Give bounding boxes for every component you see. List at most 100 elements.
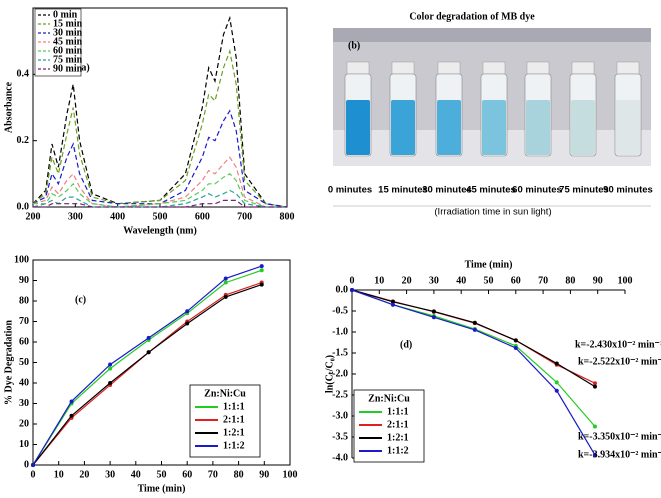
x-axis-title: Wavelength (nm) — [123, 225, 197, 236]
x-tick-label: 80 — [565, 275, 575, 286]
series-line — [351, 289, 596, 388]
x-tick-label: 90 — [259, 469, 269, 480]
x-tick-label: 80 — [234, 469, 244, 480]
data-point — [350, 288, 354, 292]
x-tick-label: 0 — [31, 469, 36, 480]
y-tick-label: 10 — [19, 439, 29, 450]
series-line — [32, 189, 287, 208]
photo-caption: 30 minutes — [422, 185, 472, 196]
legend-label: 1:1:1 — [223, 401, 245, 412]
legend-label: 1:2:1 — [223, 427, 245, 438]
data-point — [223, 294, 228, 299]
series-line — [32, 15, 288, 208]
vial-liquid — [571, 100, 595, 155]
x-tick-label: 400 — [110, 211, 125, 222]
y-tick-label: 0.2 — [17, 135, 30, 146]
vial-liquid — [437, 100, 461, 155]
y-tick-label: -1.0 — [332, 326, 348, 337]
x-tick-label: 40 — [131, 469, 141, 480]
x-axis-title: Time (min) — [138, 483, 186, 494]
x-tick-label: 10 — [374, 275, 384, 286]
y-tick-label: 0.0 — [336, 284, 349, 295]
data-point — [472, 327, 477, 332]
data-point — [108, 366, 113, 371]
data-point — [554, 361, 559, 366]
vial-cap — [571, 61, 595, 75]
data-point — [472, 320, 477, 325]
y-tick-label: 20 — [19, 418, 29, 429]
y-tick-label: 60 — [19, 336, 29, 347]
y-tick-label: 0.0 — [17, 201, 30, 212]
data-point — [185, 309, 190, 314]
x-tick-label: 50 — [157, 469, 167, 480]
data-point — [69, 413, 74, 418]
data-point — [108, 381, 113, 385]
photo-footer: (Irradiation time in sun light) — [434, 207, 551, 218]
y-tick-label: -4.0 — [332, 452, 348, 463]
vial-cap — [526, 61, 550, 75]
y-tick-label: 0 — [24, 459, 29, 470]
y-tick-label: -2.0 — [332, 368, 348, 379]
legend-label: 90 min — [53, 63, 83, 74]
vial-liquid — [616, 100, 640, 155]
data-point — [431, 315, 436, 320]
x-tick-label: 60 — [182, 469, 192, 480]
legend-label: 0 min — [53, 9, 78, 20]
vial-liquid — [526, 100, 550, 155]
x-tick-label: 500 — [153, 211, 168, 222]
annotation: k=-2.430x10⁻² min⁻¹ — [575, 339, 661, 350]
annotation: k=-3.934x10⁻² min⁻¹ — [578, 449, 661, 460]
photo-caption: 45 minutes — [466, 185, 516, 196]
legend-label: 1:1:1 — [387, 406, 409, 417]
y-tick-label: 0.4 — [17, 69, 30, 80]
photo-label: (b) — [348, 40, 360, 51]
series-line — [351, 289, 596, 384]
y-tick-label: -3.0 — [332, 410, 348, 421]
x-tick-label: 30 — [105, 469, 115, 480]
y-axis-title: ln(Cₜ/C₀) — [324, 355, 335, 393]
data-point — [554, 380, 559, 385]
legend-label: 1:1:2 — [387, 445, 409, 456]
photo-caption: 15 minutes — [378, 185, 428, 196]
legend-title: Zn:Ni:Cu — [368, 393, 410, 404]
photo-caption: 90 minutes — [603, 185, 653, 196]
x-tick-label: 100 — [283, 469, 298, 480]
legend-label: 1:1:2 — [223, 440, 245, 451]
data-point — [431, 309, 436, 314]
photo-caption: 75 minutes — [559, 185, 609, 196]
series-line — [32, 48, 288, 208]
y-tick-label: 40 — [19, 377, 29, 388]
x-tick-label: 50 — [484, 275, 494, 286]
x-tick-label: 90 — [593, 275, 603, 286]
x-tick-label: 30 — [429, 275, 439, 286]
data-point — [592, 424, 597, 429]
vial-cap — [346, 61, 370, 75]
data-point — [259, 282, 264, 287]
data-point — [259, 264, 264, 269]
data-point — [554, 388, 559, 393]
x-tick-label: 800 — [280, 211, 295, 222]
data-point — [513, 345, 518, 350]
legend-label: 60 min — [53, 45, 83, 56]
series-line — [32, 109, 288, 208]
series-line — [32, 156, 287, 208]
legend-label: 15 min — [53, 18, 83, 29]
x-tick-label: 200 — [26, 211, 41, 222]
data-point — [185, 321, 190, 326]
data-point — [69, 399, 74, 404]
data-point — [390, 299, 395, 304]
x-tick-label: 70 — [538, 275, 548, 286]
x-axis-title: Time (min) — [465, 259, 513, 270]
x-tick-label: 10 — [54, 469, 64, 480]
y-tick-label: -0.5 — [332, 305, 348, 316]
y-tick-label: -2.5 — [332, 389, 348, 400]
legend-label: 1:2:1 — [387, 432, 409, 443]
x-tick-label: 70 — [208, 469, 218, 480]
data-point — [223, 280, 228, 285]
photo-title: Color degradation of MB dye — [409, 11, 535, 22]
legend-label: 2:1:1 — [223, 414, 245, 425]
x-tick-label: 100 — [618, 275, 633, 286]
y-axis-title: Absorbance — [3, 81, 14, 133]
y-axis-title: % Dye Degradation — [3, 320, 14, 405]
y-tick-label: 30 — [19, 398, 29, 409]
